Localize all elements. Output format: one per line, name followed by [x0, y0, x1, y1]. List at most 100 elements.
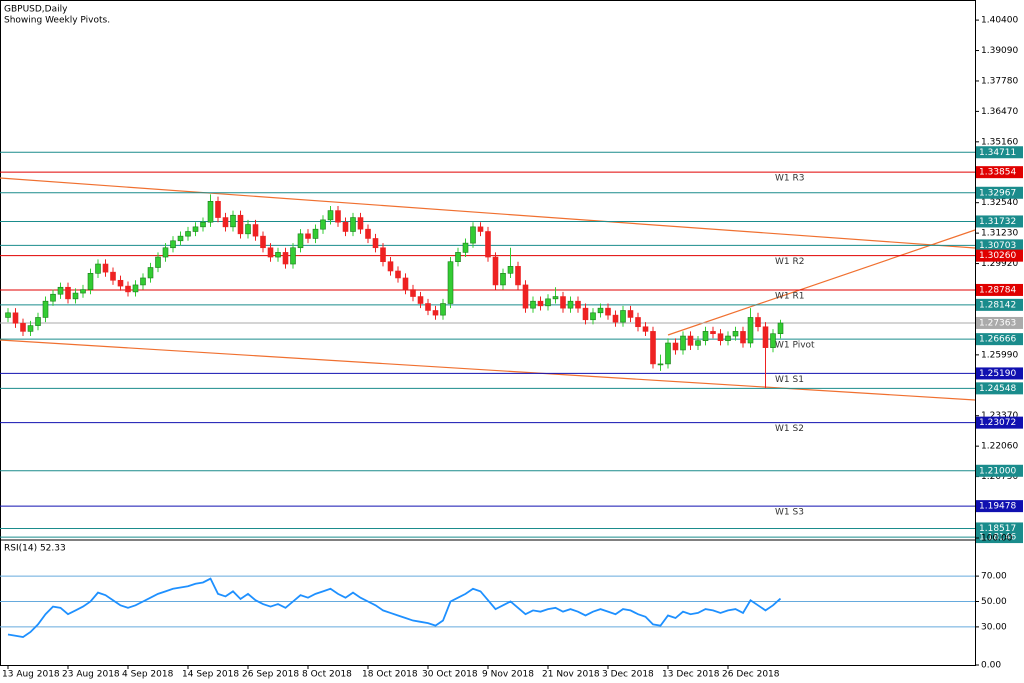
candle-body: [582, 307, 589, 321]
y-tick-label: 30.00: [981, 622, 1007, 632]
candle-body: [245, 224, 251, 235]
x-tick-label: 21 Nov 2018: [542, 670, 600, 680]
y-tick-label: 70.00: [981, 572, 1007, 582]
candle-body: [222, 217, 229, 228]
candle-body: [207, 200, 214, 223]
candle-body: [545, 298, 551, 307]
candle-body: [147, 267, 154, 279]
level-label: 1.30703: [979, 241, 1016, 251]
candle-body: [230, 214, 236, 228]
candle-body: [177, 235, 184, 242]
level-label-box: [976, 464, 1023, 477]
candle-body: [290, 247, 296, 265]
trend-line: [0, 177, 976, 249]
candle-body: [35, 317, 41, 326]
trend-line: [667, 229, 976, 336]
candle-body: [155, 256, 161, 268]
level-name: W1 S2: [775, 424, 804, 434]
candle-body: [72, 292, 79, 300]
candle-body: [20, 322, 26, 332]
candle-body: [665, 342, 671, 365]
level-label-box: [976, 239, 1023, 252]
y-tick-label: 1.39090: [981, 46, 1018, 56]
candle-body: [485, 231, 491, 258]
level-label: 1.19478: [979, 502, 1016, 512]
chart-subtitle: Showing Weekly Pivots.: [4, 16, 110, 26]
candle-body: [125, 285, 131, 293]
candle-body: [80, 289, 86, 294]
level-label: 1.33854: [979, 168, 1016, 178]
candle-body: [605, 307, 611, 316]
candle-body: [395, 270, 401, 279]
x-tick-label: 14 Sep 2018: [182, 670, 239, 680]
level-label: 1.18517: [979, 524, 1016, 534]
level-label-box: [976, 298, 1023, 311]
candle-body: [515, 266, 521, 286]
candle-body: [530, 300, 536, 309]
y-tick-label: 100.00: [981, 534, 1013, 544]
candle-body: [57, 286, 64, 295]
x-tick-label: 26 Sep 2018: [242, 670, 299, 680]
candle-body: [267, 247, 274, 258]
x-tick-label: 26 Dec 2018: [722, 670, 780, 680]
y-tick-label: 1.23370: [981, 411, 1018, 421]
candle-body: [357, 217, 364, 230]
candle-body: [425, 303, 431, 311]
candle-body: [282, 252, 289, 265]
candle-body: [87, 273, 94, 290]
candle-body: [440, 303, 446, 316]
rsi-line: [7, 577, 782, 639]
candle-body: [710, 331, 716, 335]
level-label-box: [976, 500, 1023, 513]
candle-body: [275, 252, 281, 258]
candle-body: [672, 342, 679, 351]
candle-body: [777, 322, 784, 335]
candle-body: [162, 247, 169, 258]
level-label-box: [976, 283, 1023, 296]
x-tick-label: 3 Dec 2018: [602, 670, 654, 680]
level-name: W1 R3: [775, 174, 804, 184]
level-label-box: [976, 249, 1023, 262]
level-name: W1 Pivot: [775, 341, 815, 351]
candle-body: [327, 210, 334, 221]
candle-body: [50, 293, 56, 302]
candle-body: [432, 310, 439, 316]
candle-body: [560, 296, 566, 309]
rsi-title: RSI(14) 52.33: [4, 544, 66, 554]
candle-body: [717, 333, 724, 341]
level-label: 1.26666: [979, 335, 1016, 345]
candle-body: [687, 335, 694, 346]
candle-body: [702, 331, 709, 341]
candle-body: [455, 252, 461, 262]
level-name: W1 S3: [775, 508, 804, 518]
y-tick-label: 1.36470: [981, 107, 1018, 117]
candle-body: [537, 300, 544, 307]
x-tick-label: 13 Aug 2018: [2, 670, 60, 680]
candle-body: [42, 300, 49, 318]
candle-body: [65, 286, 71, 300]
candle-body: [650, 331, 656, 365]
candle-body: [597, 307, 604, 314]
chart-title: GBPUSD,Daily: [4, 5, 68, 15]
level-label: 1.27363: [979, 318, 1016, 328]
level-label-box: [976, 333, 1023, 346]
level-label: 1.21000: [979, 466, 1016, 476]
y-tick-label: 1.37780: [981, 76, 1018, 86]
candle-body: [297, 233, 304, 249]
candle-body: [342, 221, 349, 232]
candle-body: [417, 296, 424, 304]
x-tick-label: 18 Oct 2018: [362, 670, 418, 680]
candle-body: [27, 325, 34, 332]
level-label: 1.28784: [979, 285, 1016, 295]
level-label: 1.32967: [979, 188, 1016, 198]
level-label-box: [976, 316, 1023, 329]
candle-body: [132, 284, 139, 293]
level-label-box: [976, 166, 1023, 179]
candle-body: [680, 335, 686, 351]
x-tick-label: 30 Oct 2018: [422, 670, 478, 680]
y-tick-label: 1.31230: [981, 229, 1018, 239]
candle-body: [492, 256, 499, 286]
candle-body: [770, 333, 776, 348]
level-name: W1 R1: [775, 291, 804, 301]
x-tick-label: 13 Dec 2018: [662, 670, 720, 680]
